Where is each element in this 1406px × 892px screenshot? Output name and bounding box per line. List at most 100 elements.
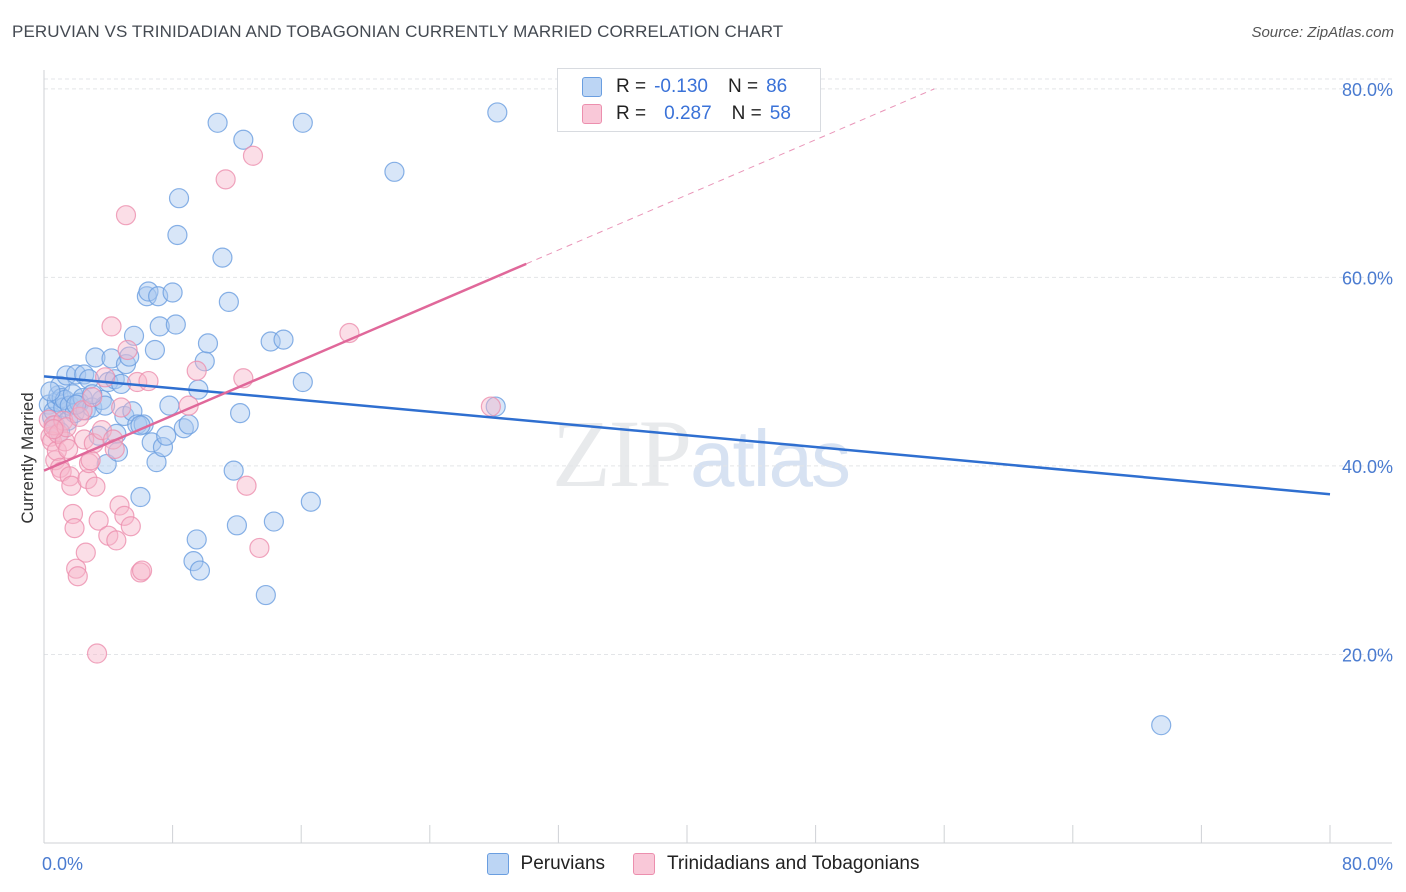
peruvian-point (186, 529, 207, 550)
trinidadian-point (114, 505, 135, 526)
peruvian-point (119, 346, 140, 367)
peruvian-point (130, 486, 151, 508)
trinidadian-point (58, 438, 79, 460)
peruvian-point (159, 395, 180, 416)
peruvian-point (1151, 715, 1172, 736)
peruvian-point (168, 188, 190, 209)
trinidadian-point (94, 367, 116, 388)
legend-item-trinidadians: Trinidadians and Tobagonians (633, 853, 919, 875)
peruvian-point (197, 333, 219, 354)
pink-swatch (633, 853, 656, 875)
peruvian-point (85, 347, 106, 368)
peruvian-point (212, 247, 233, 268)
n-label: N = (727, 76, 759, 97)
trinidadian-point (111, 397, 132, 418)
peruvian-point (146, 452, 167, 473)
x-tick-label: 80.0% (1342, 854, 1393, 874)
trinidadian-point (43, 419, 64, 440)
r-label: R = (616, 76, 647, 97)
stats-legend-row-trinidadians: R = 0.287 N = 58 (582, 102, 791, 126)
chart-title: PERUVIAN VS TRINIDADIAN AND TOBAGONIAN C… (12, 22, 784, 41)
trinidadian-point (109, 495, 130, 516)
trinidadian-point (85, 476, 106, 497)
trinidadian-point (64, 518, 85, 539)
y-axis-label: Currently Married (18, 392, 37, 523)
trinidadian-point (131, 560, 153, 581)
peruvian-point (233, 129, 254, 150)
r-value: -0.130 (654, 76, 708, 97)
peruvian-point (207, 112, 228, 133)
legend-item-peruvians: Peruvians (486, 853, 606, 875)
series-legend: Peruvians Trinidadians and Tobagonians (0, 850, 1406, 878)
trinidadian-point (127, 371, 148, 393)
peruvian-point (300, 491, 321, 512)
peruvian-point (167, 224, 188, 246)
peruvian-point (149, 316, 170, 337)
peruvian-point (218, 291, 239, 312)
trinidadian-point (117, 339, 138, 361)
peruvian-point (178, 414, 199, 435)
blue-swatch (582, 77, 602, 97)
stats-legend-row-peruvians: R = -0.130 N = 86 (582, 75, 787, 99)
trinidadian-point (249, 537, 270, 559)
peruvian-point (189, 560, 211, 581)
peruvian-point (230, 403, 251, 424)
trinidadian-point (67, 566, 88, 587)
y-tick-label: 40.0% (1342, 457, 1393, 477)
trinidadian-point (75, 542, 96, 563)
peruvian-point (292, 371, 313, 393)
peruvian-point (384, 161, 405, 182)
peruvian-point (162, 282, 183, 303)
y-tick-label: 60.0% (1342, 268, 1393, 288)
legend-label-peruvians: Peruvians (520, 853, 606, 874)
n-label: N = (731, 103, 762, 124)
peruvian-point (40, 381, 61, 402)
peruvian-point (273, 329, 294, 350)
source-label: Source: ZipAtlas.com (1251, 24, 1394, 41)
peruvian-point (292, 112, 313, 133)
peruvian-point (487, 102, 508, 123)
n-value: 86 (766, 76, 788, 97)
stats-legend: R = -0.130 N = 86 R = 0.287 N = 58 (557, 68, 821, 132)
peruvian-point (165, 314, 186, 335)
trinidadian-point (101, 316, 122, 337)
trinidadian-point (106, 530, 127, 551)
y-tick-label: 20.0% (1342, 645, 1393, 665)
trinidadian-point (236, 475, 257, 496)
trinidadian-trend-extension (526, 88, 935, 265)
watermark-atlas: atlas (690, 414, 851, 503)
peruvian-point (260, 331, 281, 352)
peruvian-point (263, 511, 284, 532)
blue-swatch (486, 853, 509, 875)
watermark-zip: ZIP (552, 400, 692, 507)
trinidadian-point (480, 396, 501, 417)
r-value: 0.287 (664, 103, 712, 124)
trinidadian-point (186, 360, 207, 381)
trinidadian-point (86, 643, 108, 664)
trinidadian-point (66, 558, 87, 579)
peruvian-point (138, 281, 159, 302)
trinidadian-trend-line (43, 262, 527, 472)
pink-swatch (582, 104, 602, 124)
n-value: 58 (769, 103, 791, 124)
trinidadian-point (82, 387, 103, 408)
peruvian-point (156, 425, 177, 446)
peruvian-point (223, 460, 244, 481)
trinidadian-point (215, 169, 236, 190)
peruvian-point (255, 584, 276, 606)
r-label: R = (616, 103, 647, 124)
peruvian-point (226, 515, 247, 536)
peruvian-point (485, 396, 506, 417)
trinidadian-point (242, 145, 264, 166)
y-tick-label: 80.0% (1342, 80, 1393, 100)
peruvian-point (144, 339, 166, 361)
x-tick-label: 0.0% (42, 854, 83, 874)
peruvian-trend-line (43, 375, 1331, 496)
trinidadian-point (120, 516, 141, 537)
peruvian-point (107, 441, 129, 462)
peruvian-point (152, 436, 174, 458)
trinidadian-point (115, 205, 137, 226)
watermark: ZIPatlas (552, 398, 851, 509)
legend-label-trinidadians: Trinidadians and Tobagonians (667, 853, 920, 874)
